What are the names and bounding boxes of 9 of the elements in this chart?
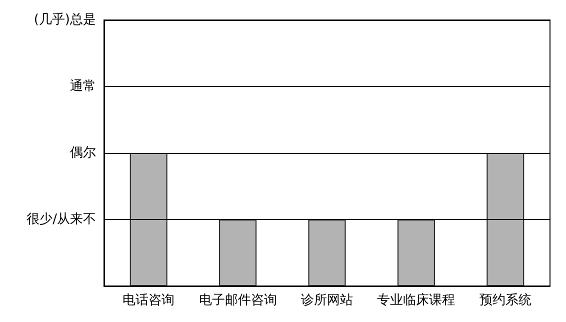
x-tick-label: 专业临床课程 (377, 293, 456, 308)
x-tick-label: 预约系统 (479, 293, 532, 308)
ref-line-label: 通常 (70, 79, 96, 94)
ref-line-label: 很少/从来不 (26, 212, 96, 227)
x-tick-label: 电话咨询 (122, 293, 175, 308)
ref-line-label: 偶尔 (70, 146, 96, 160)
x-tick-label: 诊所网站 (301, 293, 353, 308)
ref-line-label: (几乎)总是 (34, 12, 96, 28)
x-tick-label: 电子邮件咨询 (198, 293, 277, 308)
